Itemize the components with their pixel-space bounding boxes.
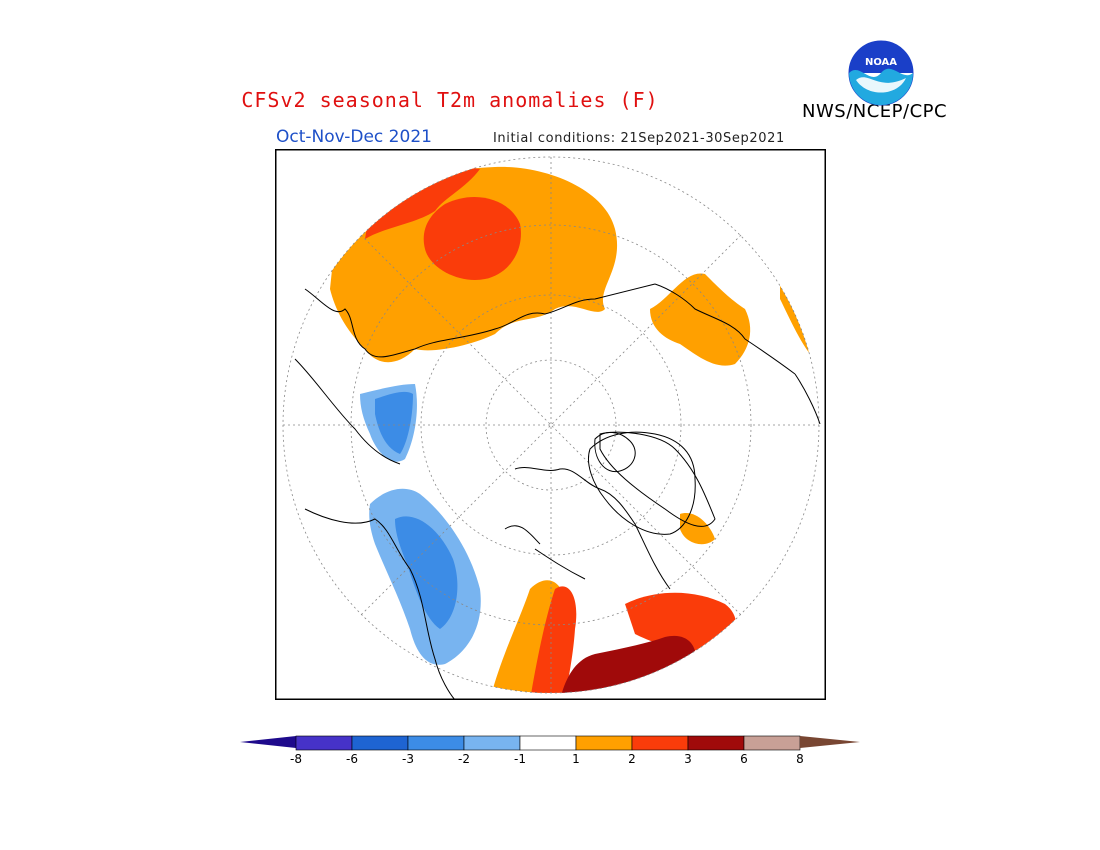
legend-tick: 6 (740, 752, 748, 766)
period-label: Oct-Nov-Dec 2021 (276, 127, 432, 147)
region-west-america-colder (395, 516, 458, 629)
legend-bin-8 (687, 735, 745, 751)
legend-bin-5 (519, 735, 577, 751)
region-hudson-warm (650, 273, 751, 366)
legend-bin-1 (295, 735, 353, 751)
coastlines (294, 283, 821, 700)
region-russia-hot (625, 592, 736, 651)
chart-title: CFSv2 seasonal T2m anomalies (F) (241, 88, 659, 112)
legend-tick: 1 (572, 752, 580, 766)
region-east-siberia-hot (423, 196, 521, 280)
legend-tick: -3 (402, 752, 414, 766)
legend-bin-9 (743, 735, 801, 751)
initial-conditions-label: Initial conditions: 21Sep2021-30Sep2021 (493, 131, 785, 146)
region-chukchi-hot (365, 167, 480, 239)
graticule (282, 156, 820, 694)
region-europe-hot (530, 586, 577, 693)
legend-bin-2 (351, 735, 409, 751)
legend-bin-7 (631, 735, 689, 751)
legend-tick: 3 (684, 752, 692, 766)
legend-arrow-left (240, 736, 296, 748)
legend-tick: -1 (514, 752, 526, 766)
region-west-siberia-colder (375, 391, 413, 454)
legend-arrow-right (800, 736, 860, 748)
legend-tick: 8 (796, 752, 804, 766)
legend-bin-3 (407, 735, 465, 751)
legend-bin-6 (575, 735, 633, 751)
legend-tick: -8 (290, 752, 302, 766)
color-legend (240, 735, 860, 751)
agency-label: NWS/NCEP/CPC (802, 101, 948, 122)
noaa-logo-text: NOAA (865, 57, 897, 68)
legend-tick: -6 (346, 752, 358, 766)
legend-tick: -2 (458, 752, 470, 766)
anomaly-shading (330, 166, 819, 693)
polar-anomaly-map (275, 149, 826, 700)
legend-bin-4 (463, 735, 521, 751)
legend-tick: 2 (628, 752, 636, 766)
region-scandinavia-spot (680, 513, 715, 545)
greenland-outline (588, 431, 696, 535)
noaa-logo-icon: NOAA (848, 40, 914, 106)
